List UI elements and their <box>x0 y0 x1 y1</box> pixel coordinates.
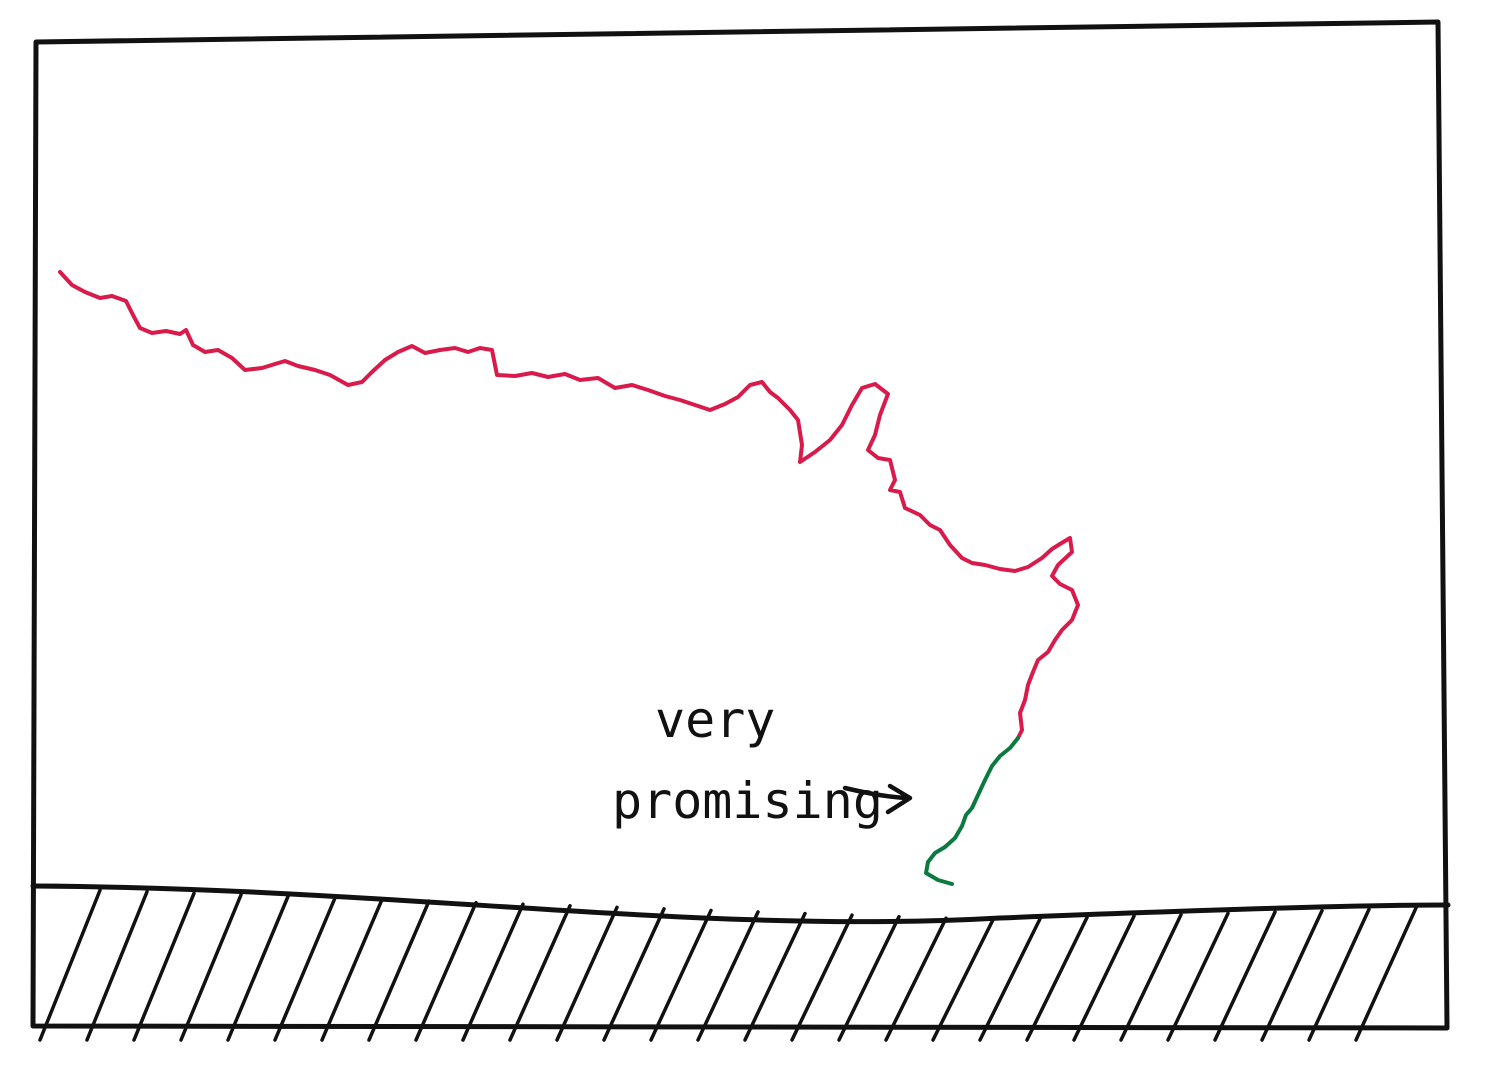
ground-hatching <box>38 888 1418 1042</box>
hatch-stroke <box>790 913 854 1042</box>
hatch-stroke <box>649 908 713 1042</box>
hatch-stroke <box>1213 910 1277 1042</box>
hatch-stroke <box>1119 912 1183 1042</box>
hatch-stroke <box>38 888 102 1042</box>
hatch-stroke <box>743 911 807 1042</box>
hatch-stroke <box>1307 907 1371 1042</box>
hatch-stroke <box>414 900 478 1042</box>
arrow-right-icon <box>842 783 913 815</box>
hatch-stroke <box>1166 911 1230 1042</box>
hatch-stroke <box>179 893 243 1042</box>
hatch-stroke <box>508 904 572 1042</box>
hatch-stroke <box>1354 906 1418 1042</box>
hatch-stroke <box>367 899 431 1042</box>
hatch-stroke <box>978 917 1042 1042</box>
hatch-stroke <box>555 905 619 1042</box>
frame-border <box>30 19 1450 1031</box>
hatch-stroke <box>696 910 760 1042</box>
hatch-stroke <box>226 894 290 1042</box>
hatch-stroke <box>602 907 666 1042</box>
promising-segment-line <box>924 736 1020 886</box>
hatch-stroke <box>132 891 196 1042</box>
hatch-stroke <box>1025 915 1089 1042</box>
hatch-stroke <box>837 914 901 1042</box>
hatch-stroke <box>320 897 384 1042</box>
annotation-line-2: promising <box>612 772 883 830</box>
hatch-stroke <box>273 896 337 1042</box>
hatch-stroke <box>461 902 525 1042</box>
hatch-stroke <box>1260 908 1324 1042</box>
annotation-line-1: very <box>655 691 775 749</box>
trajectory-line <box>58 270 1080 740</box>
hatch-stroke <box>1072 914 1136 1042</box>
ground-surface-line <box>30 883 1451 925</box>
hatch-stroke <box>85 890 149 1042</box>
hatch-stroke <box>931 918 995 1042</box>
hatch-stroke <box>884 916 948 1042</box>
